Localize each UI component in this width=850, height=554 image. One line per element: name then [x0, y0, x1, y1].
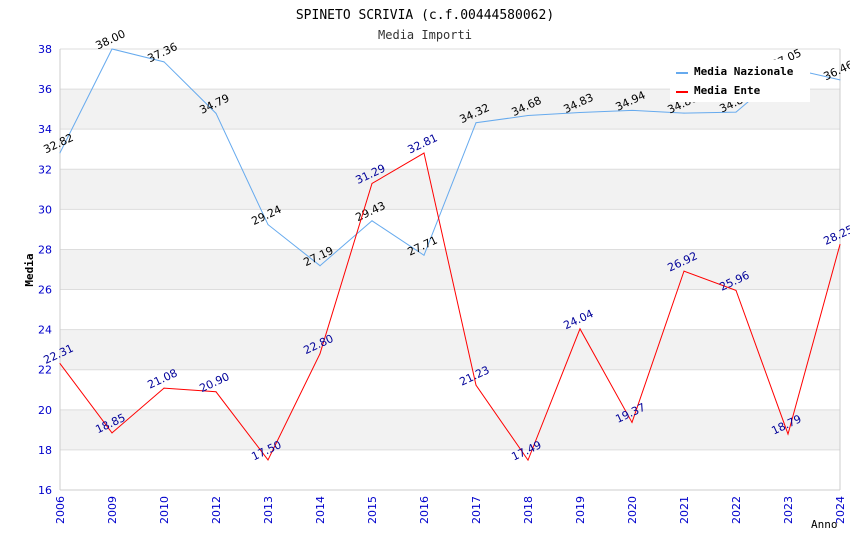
data-point — [527, 459, 529, 461]
legend: Media Nazionale Media Ente — [670, 60, 810, 102]
data-label: 24.04 — [561, 307, 595, 332]
data-point — [579, 328, 581, 330]
y-tick-label: 26 — [38, 284, 52, 297]
y-tick-label: 22 — [38, 364, 52, 377]
x-tick-label: 2014 — [314, 496, 327, 524]
grid-band — [60, 329, 840, 370]
y-tick-label: 34 — [38, 123, 52, 136]
y-tick-label: 16 — [38, 484, 52, 497]
y-tick-label: 24 — [38, 324, 52, 337]
x-tick-label: 2021 — [678, 496, 691, 524]
data-label: 32.81 — [405, 131, 439, 156]
chart-subtitle: Media Importi — [378, 28, 472, 42]
legend-label-ente: Media Ente — [694, 84, 761, 97]
series-line-ente — [59, 152, 841, 462]
data-point — [267, 459, 269, 461]
data-point — [787, 433, 789, 435]
data-point — [371, 183, 373, 185]
data-point — [163, 387, 165, 389]
x-tick-label: 2019 — [574, 496, 587, 524]
data-label: 36.46 — [821, 58, 850, 83]
y-tick-label: 38 — [38, 43, 52, 56]
x-tick-label: 2018 — [522, 496, 535, 524]
data-point — [631, 421, 633, 423]
data-point — [59, 363, 61, 365]
data-point — [475, 384, 477, 386]
data-point — [527, 115, 529, 117]
data-point — [111, 432, 113, 434]
x-tick-label: 2009 — [106, 496, 119, 524]
data-point — [683, 112, 685, 114]
data-point — [683, 270, 685, 272]
x-tick-label: 2006 — [54, 496, 67, 524]
x-tick-label: 2013 — [262, 496, 275, 524]
data-point — [839, 79, 841, 81]
data-point — [215, 112, 217, 114]
x-axis-label: Anno — [811, 518, 838, 531]
data-label: 28.25 — [821, 223, 850, 248]
x-tick-label: 2010 — [158, 496, 171, 524]
x-tick-label: 2023 — [782, 496, 795, 524]
data-point — [163, 61, 165, 63]
data-point — [839, 243, 841, 245]
y-tick-label: 20 — [38, 404, 52, 417]
data-point — [735, 289, 737, 291]
x-tick-label: 2015 — [366, 496, 379, 524]
y-tick-label: 28 — [38, 243, 52, 256]
data-point — [111, 48, 113, 50]
data-point — [267, 224, 269, 226]
x-tick-label: 2017 — [470, 496, 483, 524]
data-point — [631, 109, 633, 111]
x-tick-label: 2016 — [418, 496, 431, 524]
y-tick-label: 32 — [38, 163, 52, 176]
y-axis-label: Media — [23, 253, 36, 286]
data-point — [319, 265, 321, 267]
x-tick-label: 2020 — [626, 496, 639, 524]
data-point — [579, 112, 581, 114]
y-tick-label: 30 — [38, 203, 52, 216]
data-point — [215, 391, 217, 393]
series-line-nazionale — [59, 48, 841, 267]
data-point — [371, 220, 373, 222]
data-point — [475, 122, 477, 124]
x-tick-label: 2012 — [210, 496, 223, 524]
x-tick-label: 2022 — [730, 496, 743, 524]
data-point — [59, 152, 61, 154]
chart-title: SPINETO SCRIVIA (c.f.00444580062) — [296, 8, 554, 23]
grid-band — [60, 409, 840, 450]
legend-label-nazionale: Media Nazionale — [694, 65, 794, 78]
data-point — [423, 152, 425, 154]
data-point — [423, 254, 425, 256]
data-point — [735, 111, 737, 113]
x-tick-label: 2024 — [834, 496, 847, 524]
y-tick-label: 18 — [38, 444, 52, 457]
y-tick-label: 36 — [38, 83, 52, 96]
data-point — [319, 353, 321, 355]
